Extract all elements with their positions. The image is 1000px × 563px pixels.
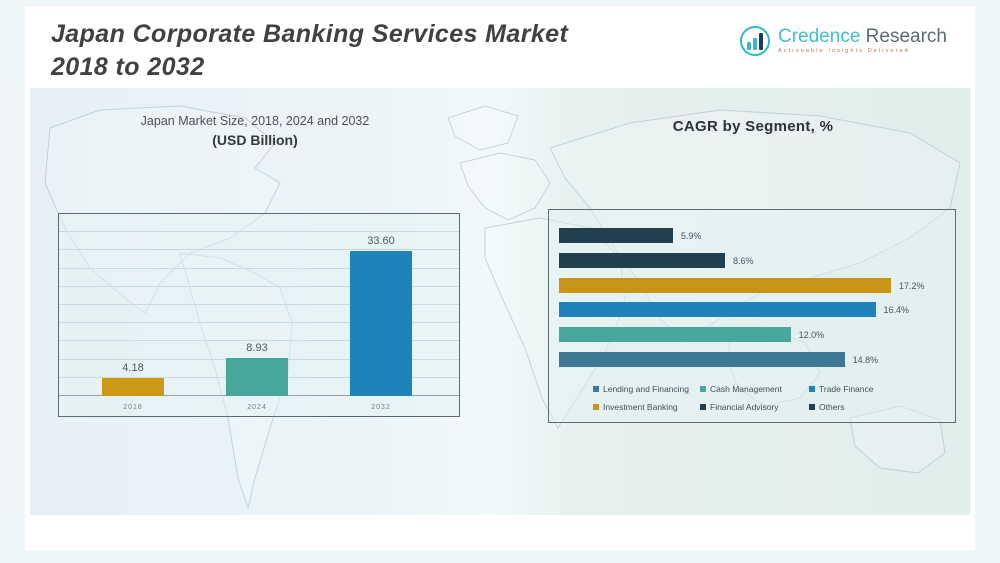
legend-label: Cash Management [710,384,782,394]
legend-marker [809,404,815,410]
cagr-bar-6 [559,352,845,367]
market-size-title-text: Japan Market Size, 2018, 2024 and 2032 [140,114,370,128]
market-size-chart-panel: 4.18 2018 8.93 2024 33.60 2032 [58,213,460,417]
legend-label: Lending and Financing [603,384,690,394]
bar-value-label: 33.60 [367,235,395,248]
gridline [59,231,459,233]
cagr-bar-3 [559,277,891,293]
legend-item: Others [809,402,845,412]
brand-tagline: Actionable Insights Delivered [778,48,910,55]
legend-item: Financial Advisory [700,402,779,412]
bar-value-label: 8.93 [246,341,268,354]
cagr-bar-value-label: 16.4% [883,305,910,316]
legend-item: Investment Banking [593,402,678,412]
page-title-line1: Japan Corporate Banking Services Market [51,20,569,48]
brand-name: Credence Research [778,26,947,48]
page-title-line2: 2018 to 2032 [51,53,205,81]
legend-marker [809,386,815,392]
content-card: Japan Corporate Banking Services Market 2… [25,6,975,550]
cagr-bar-4 [559,302,876,318]
x-axis-label: 2018 [123,404,143,411]
cagr-bar-value-label: 12.0% [798,330,825,341]
cagr-bar-value-label: 17.2% [898,280,925,291]
map-background: Japan Market Size, 2018, 2024 and 2032 (… [30,88,970,515]
cagr-bar-2 [559,252,725,268]
legend-marker [593,386,599,392]
cagr-chart-panel: 5.9% 8.6% 17.2% 16.4% 12.0% 14.8% Lending and … [548,209,956,423]
x-axis-label: 2032 [371,404,391,411]
gridline [59,285,459,287]
gridline [59,267,459,269]
cagr-bar-value-label: 14.8% [852,355,879,365]
legend-item: Trade Finance [809,384,874,394]
legend-label: Financial Advisory [710,402,779,412]
legend-label: Investment Banking [603,402,678,412]
legend-label: Trade Finance [819,384,874,394]
legend-marker [700,404,706,410]
cagr-bar-value-label: 5.9% [680,231,702,241]
gridline [59,304,459,305]
market-size-unit-text: (USD Billion) [212,132,298,148]
brand-text: Credence Research Actionable Insights De… [778,27,947,55]
gridline [59,322,459,324]
page-title: Japan Corporate Banking Services Market 2… [51,18,568,84]
legend-label: Others [819,402,845,412]
cagr-bar-value-label: 8.6% [732,255,754,266]
cagr-bar-5 [559,327,791,343]
header: Japan Corporate Banking Services Market 2… [25,6,975,88]
legend-item: Lending and Financing [593,384,689,394]
bar-chart-circle-icon [740,26,770,56]
gridline [59,340,459,342]
legend-marker [700,386,706,392]
bar-2024 [226,357,288,396]
bar-2018 [102,377,164,396]
cagr-bar-1 [559,228,673,243]
bar-value-label: 4.18 [122,361,144,374]
market-size-chart-title: Japan Market Size, 2018, 2024 and 2032 (… [50,114,460,148]
legend-marker [593,404,599,410]
gridline [59,249,459,251]
cagr-chart-title: CAGR by Segment, % [672,118,834,135]
bar-2032 [350,251,412,396]
legend-item: Cash Management [700,384,782,394]
x-axis-label: 2024 [247,404,267,411]
brand-logo: Credence Research Actionable Insights De… [740,26,947,56]
